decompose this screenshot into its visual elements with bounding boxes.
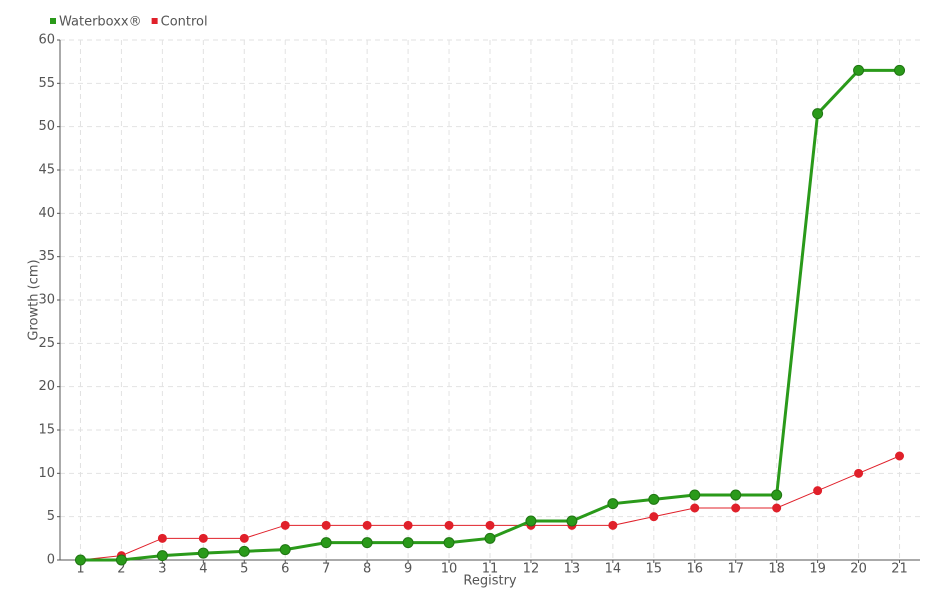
legend-label: Control [161, 15, 208, 30]
data-point [853, 64, 865, 76]
x-tick-label: 3 [158, 562, 166, 577]
x-tick-label: 19 [809, 562, 826, 577]
data-point [74, 554, 86, 566]
legend-swatch [50, 18, 56, 24]
x-tick-label: 17 [727, 562, 744, 577]
data-point [566, 515, 578, 527]
data-point [690, 503, 700, 513]
data-point [238, 545, 250, 557]
y-tick-label: 0 [47, 553, 55, 568]
y-tick-label: 40 [38, 206, 55, 221]
data-point [197, 547, 209, 559]
x-tick-label: 7 [322, 562, 330, 577]
x-tick-label: 11 [482, 562, 499, 577]
data-point [280, 520, 290, 530]
data-point [813, 486, 823, 496]
x-tick-label: 12 [523, 562, 540, 577]
x-tick-label: 20 [850, 562, 867, 577]
x-tick-label: 16 [686, 562, 703, 577]
x-tick-label: 21 [891, 562, 908, 577]
data-point [157, 533, 167, 543]
x-tick-label: 5 [240, 562, 248, 577]
data-point [689, 489, 701, 501]
data-point [608, 520, 618, 530]
x-tick-label: 2 [117, 562, 125, 577]
data-point [771, 489, 783, 501]
data-point [402, 537, 414, 549]
data-point [484, 532, 496, 544]
x-tick-label: 6 [281, 562, 289, 577]
x-axis-label: Registry [463, 574, 517, 589]
data-point [731, 503, 741, 513]
data-point [403, 520, 413, 530]
x-tick-label: 14 [605, 562, 622, 577]
data-point [320, 537, 332, 549]
x-tick-label: 13 [564, 562, 581, 577]
data-point [895, 451, 905, 461]
data-point [321, 520, 331, 530]
data-point [854, 468, 864, 478]
data-point [239, 533, 249, 543]
y-tick-label: 50 [38, 119, 55, 134]
y-tick-label: 20 [38, 379, 55, 394]
data-point [648, 493, 660, 505]
data-point [361, 537, 373, 549]
data-point [525, 515, 537, 527]
x-tick-label: 18 [768, 562, 785, 577]
data-point [730, 489, 742, 501]
y-tick-label: 45 [38, 163, 55, 178]
data-point [156, 550, 168, 562]
data-point [649, 512, 659, 522]
data-point [443, 537, 455, 549]
grid [60, 39, 920, 561]
legend-swatch [151, 18, 158, 24]
y-tick-label: 35 [38, 249, 55, 264]
y-tick-label: 15 [38, 423, 55, 438]
data-point [772, 503, 782, 513]
data-point [198, 533, 208, 543]
data-point [115, 554, 127, 566]
x-tick-label: 1 [76, 562, 84, 577]
y-tick-label: 60 [38, 33, 55, 48]
legend-label: Waterboxx® [59, 15, 142, 30]
x-tick-label: 15 [646, 562, 663, 577]
data-point [362, 520, 372, 530]
data-point [485, 520, 495, 530]
x-tick-label: 9 [404, 562, 412, 577]
y-tick-label: 5 [47, 509, 55, 524]
y-axis-label: Growth (cm) [27, 259, 42, 340]
y-tick-label: 30 [38, 293, 55, 308]
y-tick-label: 25 [38, 336, 55, 351]
data-point [607, 498, 619, 510]
data-point [444, 520, 454, 530]
data-point [812, 108, 824, 120]
x-tick-label: 10 [441, 562, 458, 577]
y-tick-label: 55 [38, 76, 55, 91]
x-tick-label: 8 [363, 562, 371, 577]
y-tick-label: 10 [38, 466, 55, 481]
data-point [279, 544, 291, 556]
data-point [894, 64, 906, 76]
x-tick-label: 4 [199, 562, 207, 577]
